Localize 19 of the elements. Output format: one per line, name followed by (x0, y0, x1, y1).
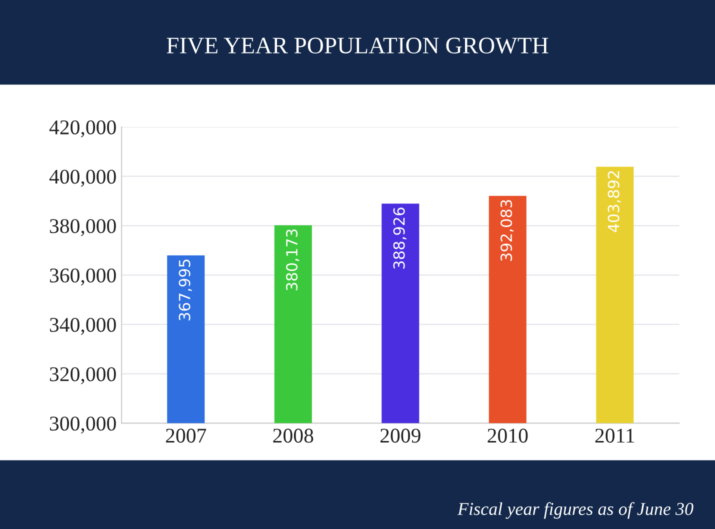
data-label: 388,926 (393, 208, 406, 269)
x-tick-label: 2011 (595, 428, 634, 443)
y-tick-label: 320,000 (50, 367, 116, 384)
data-label: 367,995 (178, 260, 192, 320)
data-label: 403,892 (608, 171, 621, 232)
x-tick-label: 2010 (488, 428, 528, 443)
y-tick-label: 340,000 (50, 318, 116, 335)
y-tick-label: 380,000 (50, 219, 116, 236)
x-tick-label: 2009 (380, 428, 420, 443)
y-tick-label: 400,000 (49, 170, 116, 187)
y-tick-label: 420,000 (49, 120, 116, 138)
data-label: 380,173 (286, 229, 300, 290)
data-label: 392,083 (500, 200, 514, 261)
text: Fiscal year figures as of June 30 (457, 502, 694, 519)
y-tick-label: 300,000 (50, 416, 116, 434)
x-tick-label: 2007 (166, 428, 206, 443)
y-tick-label: 360,000 (50, 268, 116, 286)
x-tick-label: 2008 (273, 428, 314, 443)
chart-title: FIVE YEAR POPULATION GROWTH (166, 38, 548, 54)
